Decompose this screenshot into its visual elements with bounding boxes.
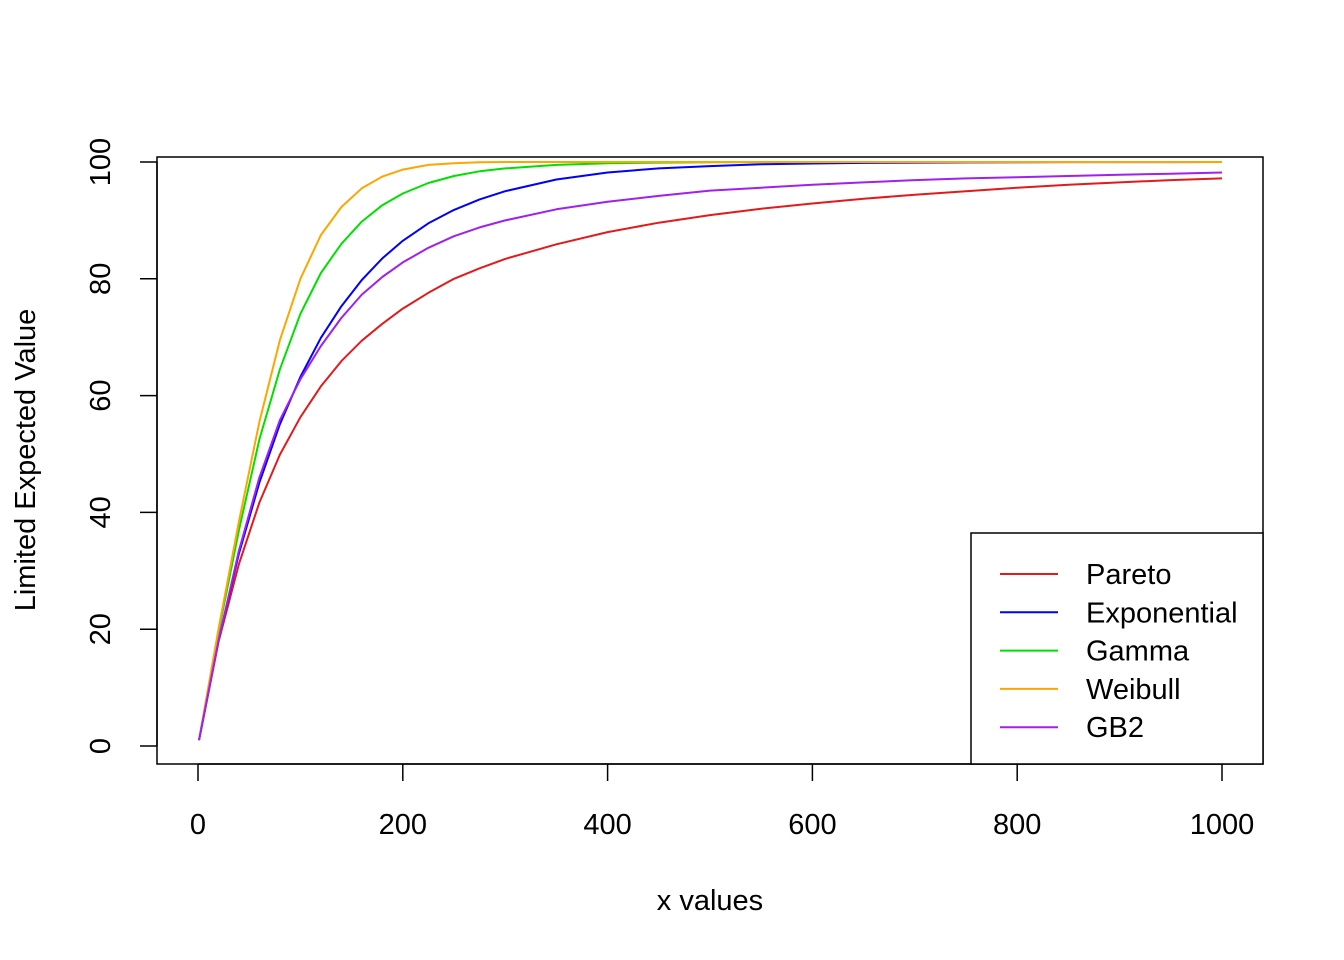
y-tick-label: 60 xyxy=(85,379,117,411)
y-tick-label: 40 xyxy=(85,496,117,528)
y-tick-label: 100 xyxy=(85,138,117,186)
x-tick-label: 800 xyxy=(993,809,1041,841)
legend-label-gamma: Gamma xyxy=(1086,636,1190,668)
legend-label-pareto: Pareto xyxy=(1086,559,1171,591)
legend-box xyxy=(970,532,1264,765)
series-line-pareto xyxy=(198,177,1223,741)
legend: Pareto Exponential Gamma Weibull GB2 xyxy=(970,532,1264,765)
x-axis-label: x values xyxy=(657,885,763,917)
legend-label-gb2: GB2 xyxy=(1086,712,1144,744)
legend-label-weibull: Weibull xyxy=(1086,674,1181,706)
x-tick-label: 0 xyxy=(190,809,206,841)
y-tick-label: 0 xyxy=(85,738,117,754)
y-tick-label: 80 xyxy=(85,263,117,295)
x-tick-label: 200 xyxy=(379,809,427,841)
series-line-weibull xyxy=(198,161,1222,741)
series-layer xyxy=(198,161,1223,741)
y-axis-label: Limited Expected Value xyxy=(10,309,42,612)
y-tick-label: 20 xyxy=(85,613,117,645)
x-tick-label: 400 xyxy=(583,809,631,841)
x-tick-label: 600 xyxy=(788,809,836,841)
axes-layer: 0 200 400 600 800 1000 0 20 40 60 80 100 xyxy=(85,138,1264,841)
x-tick-label: 1000 xyxy=(1190,809,1255,841)
legend-label-exponential: Exponential xyxy=(1086,597,1238,629)
series-line-gb2 xyxy=(198,171,1223,741)
